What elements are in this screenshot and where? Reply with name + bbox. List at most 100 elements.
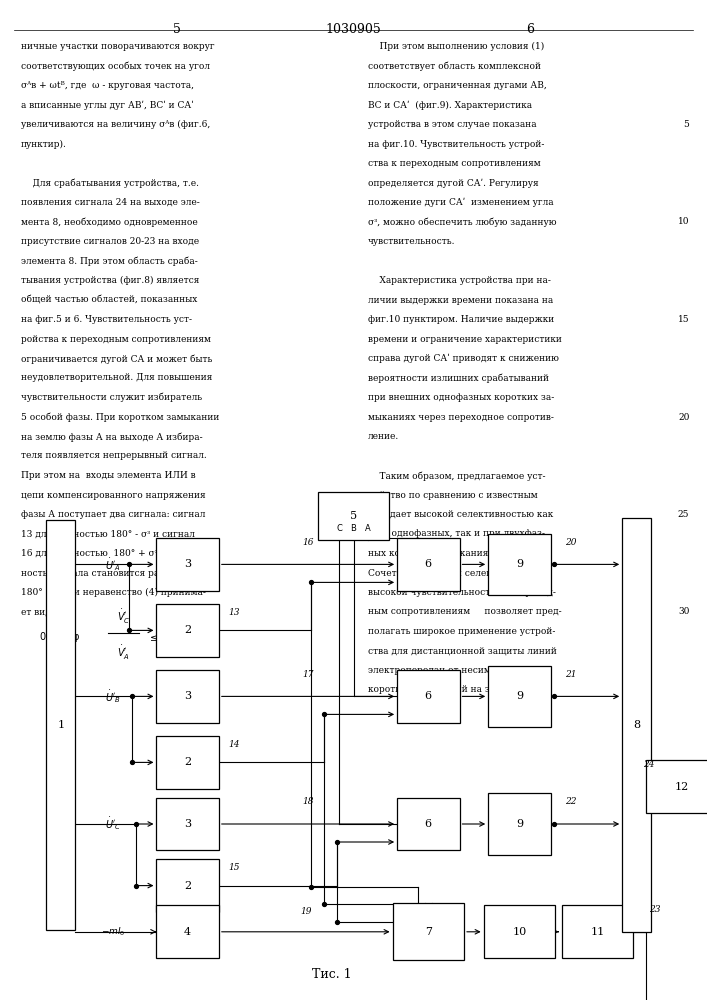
Text: 9: 9	[516, 559, 523, 569]
Text: Характеристика устройства при на-: Характеристика устройства при на-	[368, 276, 551, 285]
Text: элемента 8. При этом область сраба-: элемента 8. При этом область сраба-	[21, 257, 198, 266]
Text: 7: 7	[425, 927, 432, 937]
Text: появления сигнала 24 на выходе эле-: появления сигнала 24 на выходе эле-	[21, 198, 200, 207]
Text: 20: 20	[678, 413, 689, 422]
Text: $\dot{U}'_C$: $\dot{U}'_C$	[105, 816, 121, 832]
Text: $-mI_0$: $-mI_0$	[100, 926, 125, 938]
Text: ление.: ление.	[368, 432, 399, 441]
Text: вероятности излишних срабатываний: вероятности излишних срабатываний	[368, 373, 549, 383]
Text: ность сигнала становится равной: ность сигнала становится равной	[21, 568, 182, 578]
FancyBboxPatch shape	[392, 903, 464, 960]
Text: полагать широкое применение устрой-: полагать широкое применение устрой-	[368, 627, 555, 636]
Text: фиг.10 пунктиром. Наличие выдержки: фиг.10 пунктиром. Наличие выдержки	[368, 315, 554, 324]
Text: теля появляется непрерывный сигнал.: теля появляется непрерывный сигнал.	[21, 452, 207, 460]
Text: ограничивается дугой СА и может быть: ограничивается дугой СА и может быть	[21, 354, 213, 364]
Text: $\leq 180^{\circ}-\sigma^{k}.$: $\leq 180^{\circ}-\sigma^{k}.$	[148, 630, 211, 644]
Text: 13 длительностью 180° - σᵌ и сигнал: 13 длительностью 180° - σᵌ и сигнал	[21, 530, 195, 538]
Text: ройства к переходным сопротивлениям: ройства к переходным сопротивлениям	[21, 334, 211, 344]
Text: а вписанные углы дуг АВʹ, ВСʹ и САʹ: а вписанные углы дуг АВʹ, ВСʹ и САʹ	[21, 101, 194, 110]
Text: σᴬв + ωtᴮ, где  ω - круговая частота,: σᴬв + ωtᴮ, где ω - круговая частота,	[21, 81, 194, 90]
Text: фазы А поступает два сигнала: сигнал: фазы А поступает два сигнала: сигнал	[21, 510, 206, 519]
FancyBboxPatch shape	[317, 492, 390, 540]
Text: 5: 5	[173, 23, 181, 36]
Text: При этом выполнению условия (1): При этом выполнению условия (1)	[368, 42, 544, 51]
Text: соответствующих особых точек на угол: соответствующих особых точек на угол	[21, 62, 210, 71]
Text: 10: 10	[513, 927, 527, 937]
Text: личии выдержки времени показана на: личии выдержки времени показана на	[368, 296, 553, 305]
FancyBboxPatch shape	[622, 518, 650, 932]
Text: на землю фазы А на выходе А избира-: на землю фазы А на выходе А избира-	[21, 432, 203, 442]
Text: 1030905: 1030905	[326, 23, 381, 36]
Text: соответствует область комплексной: соответствует область комплексной	[368, 62, 541, 71]
Text: 12: 12	[675, 782, 689, 792]
Text: 19: 19	[300, 907, 312, 916]
Text: 3: 3	[184, 559, 191, 569]
Text: 25: 25	[678, 510, 689, 519]
Text: $\dot{U}'_A$: $\dot{U}'_A$	[105, 556, 121, 573]
Text: 6: 6	[425, 559, 432, 569]
Text: 23: 23	[648, 905, 660, 914]
Text: ства для дистанционной защиты линий: ства для дистанционной защиты линий	[368, 647, 556, 656]
Text: 6: 6	[425, 819, 432, 829]
Text: пунктир).: пунктир).	[21, 140, 67, 149]
Text: При этом на  входы элемента ИЛИ в: При этом на входы элемента ИЛИ в	[21, 471, 196, 480]
Text: высокой чувствительностью к переход-: высокой чувствительностью к переход-	[368, 588, 556, 597]
Text: 2: 2	[184, 757, 191, 767]
Text: 1: 1	[57, 720, 64, 730]
FancyBboxPatch shape	[156, 538, 219, 591]
FancyBboxPatch shape	[397, 538, 460, 591]
Text: 6: 6	[425, 691, 432, 701]
FancyBboxPatch shape	[156, 670, 219, 723]
Text: 22: 22	[565, 798, 576, 806]
Text: 24: 24	[643, 760, 654, 769]
Text: чувствительность.: чувствительность.	[368, 237, 455, 246]
Text: 15: 15	[678, 315, 689, 324]
Text: при  однофазных, так и при двухфаз-: при однофазных, так и при двухфаз-	[368, 530, 544, 538]
Text: 9: 9	[516, 691, 523, 701]
FancyBboxPatch shape	[156, 798, 219, 850]
Text: цепи компенсированного напряжения: цепи компенсированного напряжения	[21, 491, 206, 500]
Text: ных коротких замыканиях на землю.: ных коротких замыканиях на землю.	[368, 549, 544, 558]
Text: мента 8, необходимо одновременное: мента 8, необходимо одновременное	[21, 218, 198, 227]
Text: 2: 2	[184, 625, 191, 635]
Text: $\dot{V}^{\prime}_{A}$: $\dot{V}^{\prime}_{A}$	[117, 644, 130, 662]
Text: 18: 18	[302, 798, 314, 806]
Text: плоскости, ограниченная дугами АВ,: плоскости, ограниченная дугами АВ,	[368, 81, 547, 90]
Text: -: -	[229, 756, 234, 769]
FancyBboxPatch shape	[646, 760, 707, 813]
Text: 14: 14	[228, 740, 240, 749]
Text: устройства в этом случае показана: устройства в этом случае показана	[368, 120, 537, 129]
Text: справа дугой САʹ приводят к снижению: справа дугой САʹ приводят к снижению	[368, 354, 559, 363]
Text: увеличиваются на величину σᴬв (фиг.6,: увеличиваются на величину σᴬв (фиг.6,	[21, 120, 211, 129]
FancyBboxPatch shape	[47, 520, 75, 930]
Text: положение дуги САʹ  изменением угла: положение дуги САʹ изменением угла	[368, 198, 554, 207]
Text: 6: 6	[526, 23, 534, 36]
Text: на фиг.5 и 6. Чувствительность уст-: на фиг.5 и 6. Чувствительность уст-	[21, 315, 192, 324]
FancyBboxPatch shape	[488, 666, 551, 727]
Text: ничные участки поворачиваются вокруг: ничные участки поворачиваются вокруг	[21, 42, 215, 51]
FancyBboxPatch shape	[156, 736, 219, 789]
Text: C: C	[337, 524, 342, 533]
Text: времени и ограничение характеристики: времени и ограничение характеристики	[368, 334, 561, 344]
Text: 180° + σᵌ,  и неравенство (4) принима-: 180° + σᵌ, и неравенство (4) принима-	[21, 588, 206, 597]
Text: 5: 5	[350, 511, 357, 521]
Text: определяется дугой САʹ. Регулируя: определяется дугой САʹ. Регулируя	[368, 179, 538, 188]
Text: 17: 17	[302, 670, 314, 679]
Text: на фиг.10. Чувствительность устрой-: на фиг.10. Чувствительность устрой-	[368, 140, 544, 149]
Text: 16 длительностью  180° + σᵌ. Дитель-: 16 длительностью 180° + σᵌ. Дитель-	[21, 549, 201, 558]
Text: обладает высокой селективностью как: обладает высокой селективностью как	[368, 510, 553, 519]
FancyBboxPatch shape	[156, 859, 219, 912]
Text: 10: 10	[678, 218, 689, 227]
Text: электропередач от несимметричных: электропередач от несимметричных	[368, 666, 544, 675]
FancyBboxPatch shape	[156, 604, 219, 657]
Text: коротких замыканий на землю.: коротких замыканий на землю.	[368, 686, 518, 694]
FancyBboxPatch shape	[484, 905, 555, 958]
Text: чувствительности служит избиратель: чувствительности служит избиратель	[21, 393, 202, 402]
Text: 3: 3	[184, 691, 191, 701]
Text: 16: 16	[302, 538, 314, 547]
Text: неудовлетворительной. Для повышения: неудовлетворительной. Для повышения	[21, 373, 213, 382]
Text: $0 \leq \mathrm{arc\varphi}$: $0 \leq \mathrm{arc\varphi}$	[39, 630, 81, 644]
Text: 8: 8	[633, 720, 640, 730]
Text: 21: 21	[565, 670, 576, 679]
Text: Сочетание высокой селективности с: Сочетание высокой селективности с	[368, 568, 543, 578]
